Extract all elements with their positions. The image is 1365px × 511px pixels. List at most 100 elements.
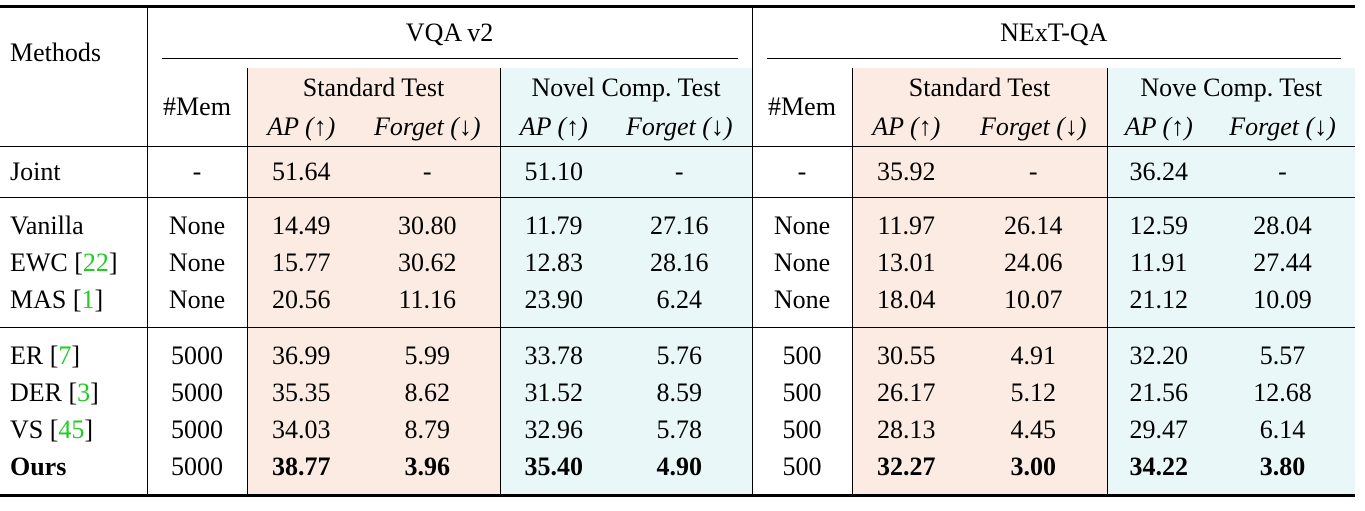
dataset-name: NExT-QA	[766, 18, 1342, 59]
value-cell: 33.78	[499, 327, 607, 374]
value-cell: 27.44	[1210, 244, 1356, 281]
mem-cell: 500	[751, 448, 852, 496]
value-cell: 4.45	[960, 411, 1107, 448]
method-name: Joint	[10, 157, 61, 186]
mem-cell: None	[146, 197, 247, 244]
mem-cell: -	[751, 146, 852, 198]
value-cell: 18.04	[851, 281, 960, 328]
metric-header: AP (↑)	[246, 107, 355, 147]
value-cell: 36.99	[246, 327, 355, 374]
citation: 7	[58, 340, 72, 370]
method-bracket: ]	[84, 414, 94, 444]
mem-cell: None	[751, 197, 852, 244]
citation: 22	[82, 247, 109, 277]
value-cell: 6.24	[607, 281, 752, 328]
value-cell: 5.57	[1210, 327, 1356, 374]
method-cell: Ours	[0, 448, 147, 496]
value-cell: 3.80	[1210, 448, 1356, 496]
table-row: MAS [1] None 20.56 11.16 23.90 6.24 None 18.04 1…	[0, 281, 1356, 328]
value-cell: 34.03	[246, 411, 355, 448]
value-cell: 35.40	[499, 448, 607, 496]
value-cell: -	[960, 146, 1107, 198]
value-cell: 28.13	[851, 411, 960, 448]
mem-cell: None	[146, 281, 247, 328]
mem-cell: -	[146, 146, 247, 198]
metric-header: Forget (↓)	[1210, 107, 1356, 147]
method-bracket: ]	[108, 247, 118, 277]
value-cell: 5.76	[607, 327, 752, 374]
value-cell: 38.77	[246, 448, 355, 496]
mem-cell: None	[146, 244, 247, 281]
header-row: AP (↑) Forget (↓) AP (↑) Forget (↓) AP (↑) Fo…	[0, 107, 1356, 147]
value-cell: 13.01	[851, 244, 960, 281]
value-cell: 21.56	[1106, 374, 1210, 411]
mem-header: #Mem	[146, 68, 247, 147]
method-cell: Joint	[0, 147, 147, 198]
value-cell: 30.55	[851, 327, 960, 374]
mem-cell: 500	[751, 327, 852, 374]
mem-cell: None	[751, 281, 852, 328]
value-cell: 32.20	[1106, 327, 1210, 374]
test-header: Novel Comp. Test	[499, 68, 752, 107]
metric-header: Forget (↓)	[960, 107, 1107, 147]
methods-header: Methods	[10, 38, 101, 67]
row-group: Vanilla None 14.49 30.80 11.79 27.16 None 11.97…	[0, 197, 1356, 328]
value-cell: 28.16	[607, 244, 752, 281]
value-cell: 8.62	[355, 374, 500, 411]
dataset-header: NExT-QA	[751, 6, 1356, 68]
value-cell: 26.17	[851, 374, 960, 411]
value-cell: 32.27	[851, 448, 960, 496]
method-name: Vanilla	[10, 210, 84, 240]
method-name: MAS [	[10, 284, 82, 314]
citation: 1	[81, 284, 95, 314]
method-name: Ours	[10, 451, 67, 481]
value-cell: 12.68	[1210, 374, 1356, 411]
value-cell: 8.59	[607, 374, 752, 411]
mem-cell: 5000	[146, 374, 247, 411]
value-cell: 35.92	[851, 146, 960, 198]
value-cell: 24.06	[960, 244, 1107, 281]
value-cell: -	[355, 146, 500, 198]
metric-header: AP (↑)	[499, 107, 607, 147]
method-cell: ER [7]	[0, 328, 147, 375]
value-cell: 51.10	[499, 146, 607, 198]
value-cell: 11.97	[851, 197, 960, 244]
table-row: Ours 5000 38.77 3.96 35.40 4.90 500 32.27 3.00 34…	[0, 448, 1356, 496]
value-cell: 31.52	[499, 374, 607, 411]
metric-header: Forget (↓)	[355, 107, 500, 147]
value-cell: 10.07	[960, 281, 1107, 328]
value-cell: 4.91	[960, 327, 1107, 374]
mem-cell: 5000	[146, 448, 247, 496]
method-name: EWC [	[10, 247, 83, 277]
value-cell: 12.59	[1106, 197, 1210, 244]
value-cell: 5.78	[607, 411, 752, 448]
value-cell: 20.56	[246, 281, 355, 328]
method-cell: DER [3]	[0, 374, 147, 411]
mem-cell: 5000	[146, 411, 247, 448]
results-table: Methods VQA v2 NExT-QA #Mem Standard Test Nov…	[0, 5, 1356, 497]
value-cell: 10.09	[1210, 281, 1356, 328]
table-row: VS [45] 5000 34.03 8.79 32.96 5.78 500 28.13 4.4…	[0, 411, 1356, 448]
value-cell: 27.16	[607, 197, 752, 244]
value-cell: 26.14	[960, 197, 1107, 244]
row-group: ER [7] 5000 36.99 5.99 33.78 5.76 500 30.55 4.91…	[0, 327, 1356, 496]
value-cell: 14.49	[246, 197, 355, 244]
value-cell: 28.04	[1210, 197, 1356, 244]
row-group: Joint -51.64-51.10- -35.92-36.24-	[0, 146, 1356, 198]
value-cell: 32.96	[499, 411, 607, 448]
citation: 45	[58, 414, 85, 444]
value-cell: 4.90	[607, 448, 752, 496]
test-header: Standard Test	[246, 68, 500, 107]
value-cell: 11.91	[1106, 244, 1210, 281]
method-name: VS [	[10, 414, 59, 444]
method-cell: MAS [1]	[0, 281, 147, 328]
value-cell: 29.47	[1106, 411, 1210, 448]
metric-header: Forget (↓)	[607, 107, 752, 147]
value-cell: 30.80	[355, 197, 500, 244]
mem-cell: 500	[751, 411, 852, 448]
value-cell: -	[1210, 146, 1356, 198]
mem-cell: 5000	[146, 327, 247, 374]
mem-header: #Mem	[751, 68, 852, 147]
value-cell: 51.64	[246, 146, 355, 198]
